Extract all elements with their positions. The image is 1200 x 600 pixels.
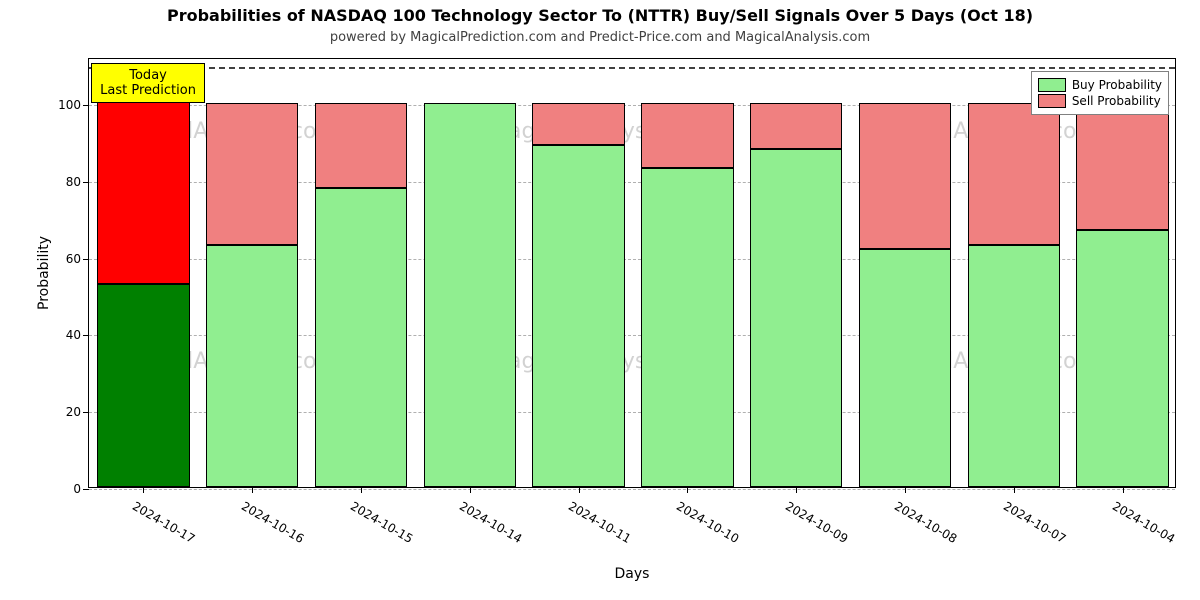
xtick-mark [796, 487, 797, 493]
bar-sell [750, 103, 842, 149]
bar-group [968, 57, 1060, 487]
bar-group [750, 57, 842, 487]
bar-sell [315, 103, 407, 187]
bar-group [532, 57, 624, 487]
xtick-label: 2024-10-08 [892, 499, 959, 546]
chart-container: Probabilities of NASDAQ 100 Technology S… [0, 0, 1200, 600]
ytick-mark [83, 412, 89, 413]
ytick-mark [83, 335, 89, 336]
ytick-mark [83, 105, 89, 106]
bar-sell [859, 103, 951, 249]
today-annotation: Today Last Prediction [91, 63, 205, 103]
bar-buy [859, 249, 951, 487]
legend-item-buy: Buy Probability [1038, 78, 1162, 92]
xtick-label: 2024-10-10 [674, 499, 741, 546]
ytick-label: 20 [66, 405, 81, 419]
bar-group [97, 57, 189, 487]
xtick-label: 2024-10-09 [783, 499, 850, 546]
legend-label-sell: Sell Probability [1072, 94, 1161, 108]
xtick-label: 2024-10-07 [1001, 499, 1068, 546]
bar-group [206, 57, 298, 487]
y-axis-label: Probability [36, 236, 52, 310]
xtick-mark [470, 487, 471, 493]
ytick-label: 60 [66, 252, 81, 266]
xtick-mark [143, 487, 144, 493]
xtick-mark [361, 487, 362, 493]
bar-sell [641, 103, 733, 168]
legend: Buy Probability Sell Probability [1031, 71, 1169, 115]
xtick-mark [579, 487, 580, 493]
xtick-mark [1123, 487, 1124, 493]
bar-group [424, 57, 516, 487]
bar-buy [968, 245, 1060, 487]
ytick-mark [83, 489, 89, 490]
ytick-label: 0 [73, 482, 81, 496]
chart-title: Probabilities of NASDAQ 100 Technology S… [0, 6, 1200, 25]
bar-sell [532, 103, 624, 145]
bar-group [859, 57, 951, 487]
plot-area: MagicalAnalysis.com MagicalAnalysis.com … [88, 58, 1176, 488]
bar-buy [424, 103, 516, 487]
bar-buy [641, 168, 733, 487]
bar-sell [968, 103, 1060, 245]
bar-buy [206, 245, 298, 487]
bar-buy [750, 149, 842, 487]
xtick-label: 2024-10-17 [130, 499, 197, 546]
bar-sell [206, 103, 298, 245]
bar-buy [1076, 230, 1168, 487]
legend-item-sell: Sell Probability [1038, 94, 1162, 108]
x-axis-label: Days [88, 566, 1176, 582]
ytick-mark [83, 182, 89, 183]
annotation-line1: Today [100, 68, 196, 83]
ytick-label: 40 [66, 328, 81, 342]
legend-swatch-sell [1038, 94, 1066, 108]
bar-buy [315, 188, 407, 487]
bar-buy [97, 284, 189, 487]
xtick-mark [252, 487, 253, 493]
annotation-line2: Last Prediction [100, 83, 196, 98]
reference-line [89, 67, 1175, 69]
legend-label-buy: Buy Probability [1072, 78, 1162, 92]
bar-group [315, 57, 407, 487]
legend-swatch-buy [1038, 78, 1066, 92]
xtick-label: 2024-10-16 [239, 499, 306, 546]
xtick-label: 2024-10-11 [566, 499, 633, 546]
xtick-label: 2024-10-14 [457, 499, 524, 546]
bar-buy [532, 145, 624, 487]
bar-group [641, 57, 733, 487]
xtick-label: 2024-10-04 [1110, 499, 1177, 546]
ytick-mark [83, 259, 89, 260]
ytick-label: 80 [66, 175, 81, 189]
bar-group [1076, 57, 1168, 487]
ytick-label: 100 [58, 98, 81, 112]
bar-sell [1076, 103, 1168, 230]
xtick-label: 2024-10-15 [348, 499, 415, 546]
xtick-mark [905, 487, 906, 493]
xtick-mark [1014, 487, 1015, 493]
chart-subtitle: powered by MagicalPrediction.com and Pre… [0, 30, 1200, 45]
xtick-mark [687, 487, 688, 493]
